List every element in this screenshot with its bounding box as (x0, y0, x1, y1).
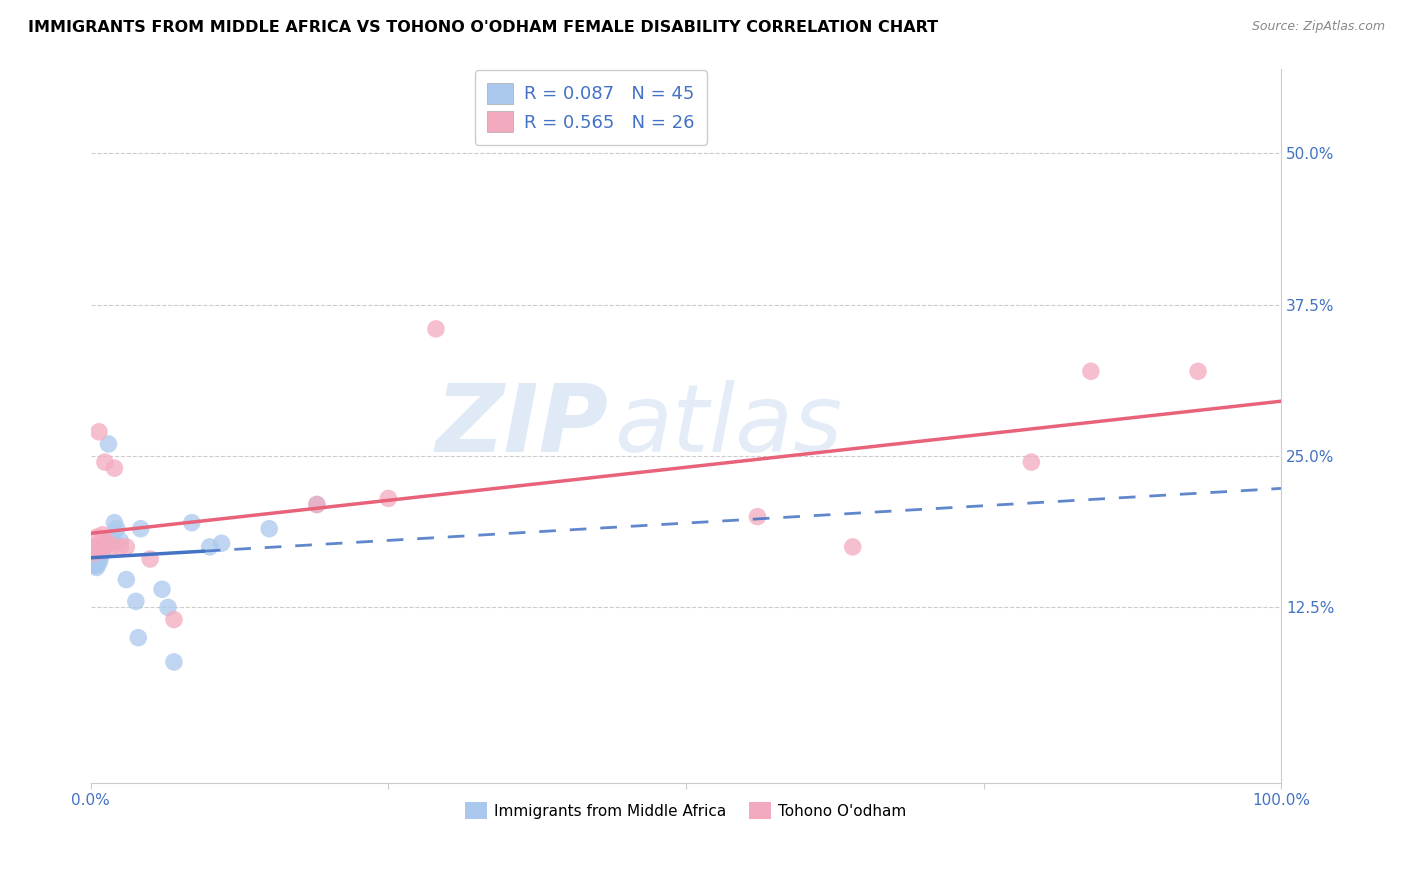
Point (84, 549, 107, 564)
Point (91, 540, 114, 554)
Point (83, 558, 105, 572)
Point (163, 655, 186, 669)
Point (86, 554, 108, 568)
Point (84, 546, 107, 560)
Point (211, 536, 233, 550)
Point (87, 556, 110, 570)
Point (83, 554, 105, 568)
Point (101, 540, 124, 554)
Point (86, 558, 108, 572)
Point (82, 549, 104, 563)
Point (97, 437, 120, 451)
Point (87, 540, 110, 554)
Point (86, 530, 108, 544)
Point (89, 546, 111, 560)
Point (110, 540, 132, 554)
Text: ZIP: ZIP (436, 380, 609, 472)
Point (83, 546, 105, 560)
Point (97, 536, 120, 550)
Point (425, 322, 447, 336)
Point (103, 516, 125, 530)
Point (1021, 455, 1043, 469)
Point (82, 540, 104, 554)
Point (87, 425, 110, 439)
Point (163, 613, 186, 627)
Point (83, 552, 105, 566)
Point (86, 546, 108, 560)
Point (110, 533, 132, 548)
Point (150, 582, 173, 597)
Point (90, 543, 112, 558)
Point (86, 540, 108, 554)
Point (1187, 364, 1209, 378)
Point (105, 522, 128, 536)
Point (91, 546, 114, 560)
Text: atlas: atlas (614, 380, 842, 471)
Text: Source: ZipAtlas.com: Source: ZipAtlas.com (1251, 20, 1385, 33)
Text: IMMIGRANTS FROM MIDDLE AFRICA VS TOHONO O'ODHAM FEMALE DISABILITY CORRELATION CH: IMMIGRANTS FROM MIDDLE AFRICA VS TOHONO … (28, 20, 938, 35)
Point (94, 536, 117, 550)
Point (82, 552, 104, 566)
Point (86, 542, 108, 557)
Point (91, 528, 114, 542)
Point (747, 509, 769, 524)
Point (180, 516, 202, 530)
Point (87, 552, 110, 566)
Point (86, 560, 108, 574)
Point (305, 498, 328, 512)
Point (89, 552, 111, 566)
Point (198, 540, 221, 554)
Point (139, 552, 162, 566)
Point (127, 631, 149, 645)
Point (84, 552, 107, 566)
Point (103, 461, 125, 475)
Point (305, 498, 328, 512)
Point (129, 522, 152, 536)
Point (94, 455, 117, 469)
Point (83, 549, 105, 563)
Point (84, 540, 107, 554)
Point (841, 540, 863, 554)
Point (125, 594, 148, 608)
Point (156, 600, 179, 615)
Point (87, 549, 110, 563)
Point (115, 573, 138, 587)
Point (89, 540, 111, 554)
Point (115, 540, 138, 554)
Point (87, 549, 110, 563)
Point (86, 552, 108, 566)
Point (101, 532, 124, 546)
Point (1080, 364, 1102, 378)
Point (83, 543, 105, 558)
Point (84, 556, 107, 570)
Point (82, 546, 104, 560)
Point (86, 549, 108, 563)
Point (377, 491, 399, 506)
Point (257, 522, 280, 536)
Legend: Immigrants from Middle Africa, Tohono O'odham: Immigrants from Middle Africa, Tohono O'… (460, 796, 912, 825)
